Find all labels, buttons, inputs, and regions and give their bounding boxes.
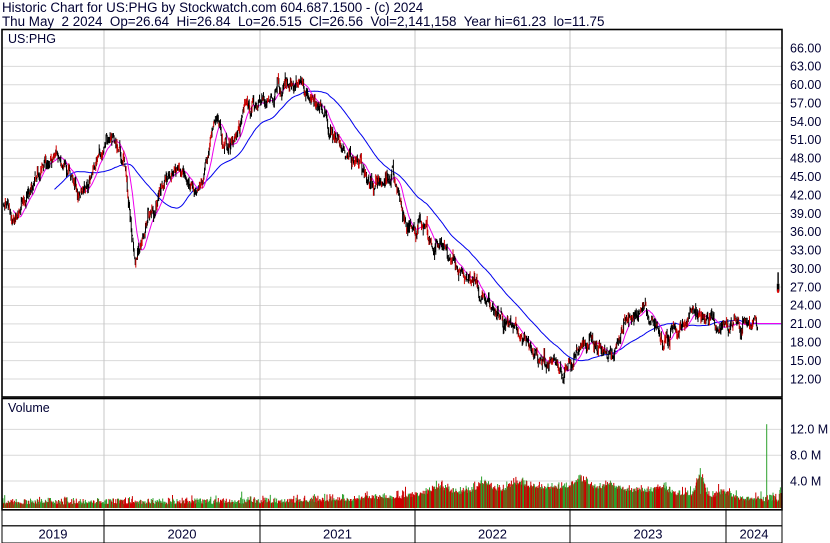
svg-text:21.00: 21.00: [790, 317, 821, 331]
svg-text:48.00: 48.00: [790, 152, 821, 166]
svg-text:2020: 2020: [168, 526, 197, 541]
svg-text:2019: 2019: [39, 526, 68, 541]
svg-text:4.0 M: 4.0 M: [790, 474, 821, 488]
svg-text:27.00: 27.00: [790, 280, 821, 294]
svg-text:39.00: 39.00: [790, 207, 821, 221]
svg-text:42.00: 42.00: [790, 188, 821, 202]
svg-text:Volume: Volume: [8, 401, 50, 415]
svg-text:2021: 2021: [323, 526, 352, 541]
svg-text:12.00: 12.00: [790, 372, 821, 386]
svg-text:60.00: 60.00: [790, 78, 821, 92]
svg-text:30.00: 30.00: [790, 262, 821, 276]
svg-text:54.00: 54.00: [790, 115, 821, 129]
svg-text:57.00: 57.00: [790, 96, 821, 110]
svg-text:63.00: 63.00: [790, 60, 821, 74]
svg-text:12.0 M: 12.0 M: [790, 423, 828, 437]
svg-text:45.00: 45.00: [790, 170, 821, 184]
svg-text:36.00: 36.00: [790, 225, 821, 239]
svg-text:2023: 2023: [634, 526, 663, 541]
svg-text:18.00: 18.00: [790, 336, 821, 350]
svg-text:8.0 M: 8.0 M: [790, 449, 821, 463]
svg-text:66.00: 66.00: [790, 41, 821, 55]
svg-text:51.00: 51.00: [790, 133, 821, 147]
svg-text:15.00: 15.00: [790, 354, 821, 368]
svg-text:24.00: 24.00: [790, 299, 821, 313]
svg-text:2024: 2024: [740, 526, 769, 541]
svg-text:2022: 2022: [478, 526, 507, 541]
svg-text:US:PHG: US:PHG: [8, 32, 56, 46]
svg-text:33.00: 33.00: [790, 244, 821, 258]
